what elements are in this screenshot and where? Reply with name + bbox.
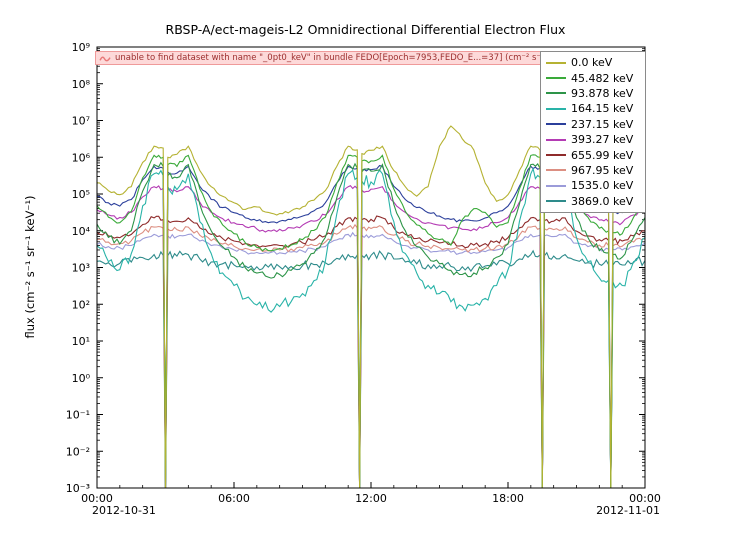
y-tick-label: 10⁰ — [72, 372, 91, 385]
legend-label: 393.27 keV — [571, 133, 634, 147]
series-line — [97, 167, 645, 488]
y-tick-label: 10⁶ — [72, 151, 91, 164]
x-tick-label: 18:00 — [492, 492, 524, 505]
y-tick-label: 10² — [72, 298, 90, 311]
date-label-end: 2012-11-01 — [596, 504, 660, 517]
series-line — [97, 164, 645, 488]
series-line — [97, 249, 645, 488]
legend-line-sample — [546, 184, 566, 187]
series-line — [97, 223, 645, 488]
plot-title: RBSP-A/ect-mageis-L2 Omnidirectional Dif… — [165, 22, 566, 37]
legend: 0.0 keV 45.482 keV 93.878 keV 164.15 keV 237… — [540, 51, 646, 213]
x-tick-label: 00:00 — [81, 492, 113, 505]
legend-item[interactable]: 3869.0 keV — [546, 194, 640, 209]
legend-label: 0.0 keV — [571, 56, 613, 70]
legend-item[interactable]: 237.15 keV — [546, 117, 640, 132]
y-tick-label: 10³ — [72, 262, 90, 275]
y-tick-label: 10¹ — [72, 335, 90, 348]
legend-line-sample — [546, 107, 566, 110]
legend-item[interactable]: 1535.0 keV — [546, 178, 640, 193]
legend-label: 237.15 keV — [571, 117, 634, 131]
legend-item[interactable]: 967.95 keV — [546, 163, 640, 178]
legend-line-sample — [546, 138, 566, 141]
legend-item[interactable]: 45.482 keV — [546, 70, 640, 85]
x-tick-label: 12:00 — [355, 492, 387, 505]
legend-line-sample — [546, 154, 566, 157]
y-tick-label: 10⁹ — [72, 41, 90, 54]
y-tick-label: 10⁷ — [72, 115, 90, 128]
x-tick-label: 00:00 — [629, 492, 661, 505]
legend-line-sample — [546, 200, 566, 203]
warning-icon — [99, 56, 111, 61]
legend-line-sample — [546, 123, 566, 126]
legend-label: 967.95 keV — [571, 163, 634, 177]
legend-label: 1535.0 keV — [571, 179, 634, 193]
series-line — [97, 231, 645, 488]
legend-line-sample — [546, 77, 566, 80]
legend-label: 3869.0 keV — [571, 194, 634, 208]
legend-item[interactable]: 164.15 keV — [546, 101, 640, 116]
legend-label: 45.482 keV — [571, 71, 634, 85]
legend-line-sample — [546, 61, 566, 64]
series-line — [97, 215, 645, 488]
y-tick-label: 10⁻² — [66, 445, 90, 458]
legend-line-sample — [546, 92, 566, 95]
y-tick-label: 10⁸ — [72, 78, 91, 91]
legend-label: 164.15 keV — [571, 102, 634, 116]
legend-item[interactable]: 393.27 keV — [546, 132, 640, 147]
error-banner[interactable]: unable to find dataset with name "_0pt0_… — [95, 51, 547, 65]
legend-item[interactable]: 655.99 keV — [546, 147, 640, 162]
legend-item[interactable]: 93.878 keV — [546, 86, 640, 101]
x-tick-label: 06:00 — [218, 492, 250, 505]
y-tick-label: 10⁴ — [72, 225, 91, 238]
y-tick-label: 10⁵ — [72, 188, 90, 201]
y-tick-label: 10⁻³ — [66, 482, 90, 495]
legend-line-sample — [546, 169, 566, 172]
legend-label: 655.99 keV — [571, 148, 634, 162]
legend-item[interactable]: 0.0 keV — [546, 55, 640, 70]
error-banner-text: unable to find dataset with name "_0pt0_… — [115, 52, 547, 63]
legend-label: 93.878 keV — [571, 86, 634, 100]
date-label-start: 2012-10-31 — [92, 504, 156, 517]
axis-box — [96, 46, 646, 489]
y-tick-label: 10⁻¹ — [66, 409, 90, 422]
